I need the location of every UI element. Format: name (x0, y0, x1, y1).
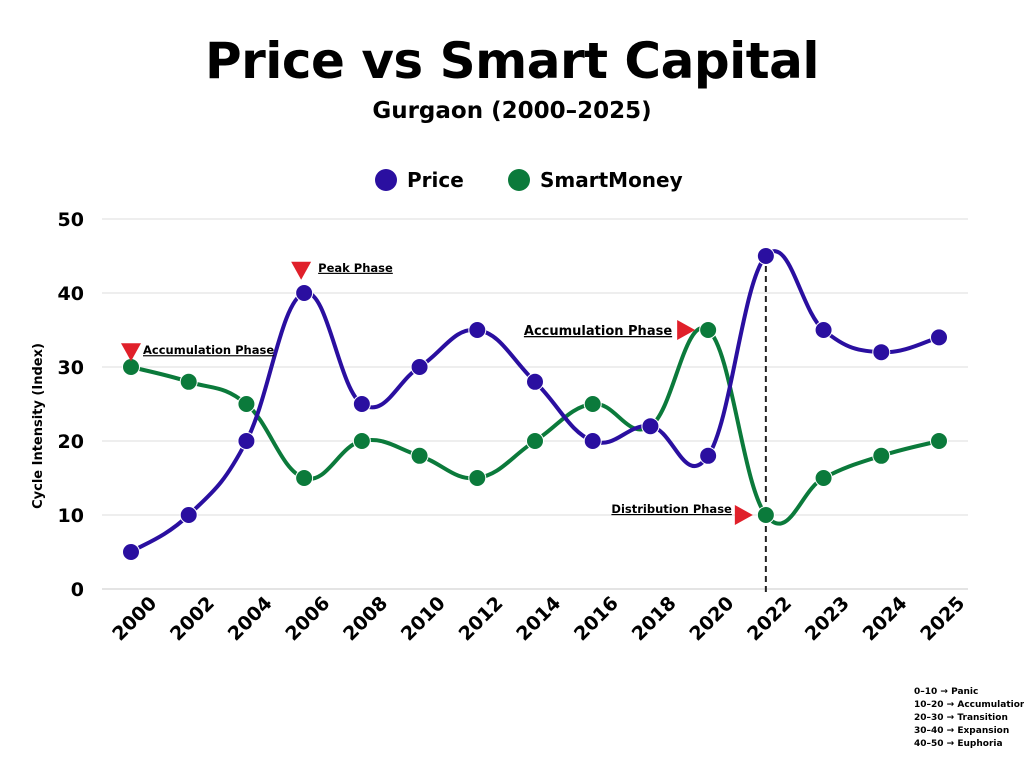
data-point-price (468, 321, 487, 339)
data-point-smartmoney (179, 372, 198, 391)
y-tick-label: 20 (58, 431, 84, 453)
x-tick-label: 2012 (455, 592, 508, 645)
data-point-price (699, 446, 718, 465)
data-point-smartmoney (237, 395, 256, 413)
y-tick-label: 50 (58, 209, 84, 231)
x-tick-label: 2018 (628, 592, 681, 645)
legend-item-price[interactable]: Price (375, 166, 464, 194)
annotation-label: Distribution Phase (611, 502, 732, 516)
phase-key-item: 40–50 → Euphoria (914, 739, 1003, 749)
x-tick-label: 2002 (166, 592, 219, 645)
annotation-marker (291, 261, 312, 280)
y-tick-label: 30 (58, 357, 84, 379)
x-tick-label: 2006 (281, 592, 334, 645)
y-tick-label: 40 (58, 283, 84, 305)
data-point-smartmoney (814, 469, 833, 487)
legend-label-smartmoney: SmartMoney (540, 168, 683, 192)
phase-key: 0–10 → Panic 10–20 → Accumulation 20–30 … (914, 686, 1024, 751)
annotation-label: Peak Phase (318, 261, 393, 275)
x-tick-label: 2016 (570, 592, 623, 645)
x-tick-label: 2025 (916, 592, 969, 645)
legend-label-price: Price (407, 168, 464, 192)
data-point-price (814, 321, 833, 339)
data-point-smartmoney (526, 432, 544, 450)
y-axis-label: Cycle Intensity (Index) (31, 343, 46, 509)
annotation-marker (677, 320, 696, 340)
data-point-smartmoney (410, 446, 429, 465)
x-tick-label: 2008 (339, 592, 392, 645)
x-tick-label: 2024 (859, 592, 912, 645)
data-point-price (756, 247, 775, 265)
data-point-price (583, 432, 602, 450)
legend-swatch-price (375, 169, 397, 191)
annotation-marker (734, 505, 753, 525)
data-point-price (122, 543, 140, 561)
annotation-label: Accumulation Phase (143, 343, 274, 357)
data-point-smartmoney (756, 506, 775, 524)
data-point-smartmoney (699, 321, 718, 339)
y-tick-label: 0 (71, 579, 84, 601)
chart-subtitle: Gurgaon (2000–2025) (372, 98, 652, 124)
data-point-smartmoney (468, 469, 487, 487)
x-tick-label: 2020 (685, 592, 738, 645)
legend-swatch-smartmoney (508, 169, 530, 191)
data-point-price (930, 328, 948, 347)
x-tick-label: 2023 (801, 592, 854, 645)
legend: Price SmartMoney (0, 166, 1024, 194)
x-tick-label: 2022 (743, 592, 796, 645)
phase-key-item: 0–10 → Panic (914, 687, 979, 697)
chart-title: Price vs Smart Capital (204, 32, 820, 90)
phase-key-item: 10–20 → Accumulation (914, 700, 1024, 710)
data-point-price (179, 506, 198, 524)
annotation-marker (121, 343, 141, 362)
series-line-smartmoney (130, 325, 940, 526)
data-point-smartmoney (930, 432, 948, 450)
data-point-smartmoney (872, 446, 891, 465)
data-point-price (872, 343, 891, 362)
y-tick-label: 10 (58, 505, 84, 527)
data-point-price (295, 284, 314, 302)
data-point-smartmoney (583, 395, 602, 413)
data-point-smartmoney (295, 469, 314, 487)
data-point-price (352, 395, 371, 413)
phase-key-item: 20–30 → Transition (914, 713, 1008, 723)
data-point-price (410, 358, 429, 376)
annotation-label: Accumulation Phase (524, 324, 672, 339)
data-point-price (526, 372, 544, 391)
x-tick-label: 2004 (224, 592, 277, 645)
phase-key-item: 30–40 → Expansion (914, 726, 1010, 736)
x-tick-label: 2000 (108, 592, 161, 645)
x-tick-label: 2014 (512, 592, 565, 645)
data-point-price (641, 417, 660, 436)
x-tick-label: 2010 (397, 592, 450, 645)
data-point-price (237, 432, 256, 450)
data-point-smartmoney (352, 432, 371, 450)
legend-item-smartmoney[interactable]: SmartMoney (508, 166, 683, 194)
